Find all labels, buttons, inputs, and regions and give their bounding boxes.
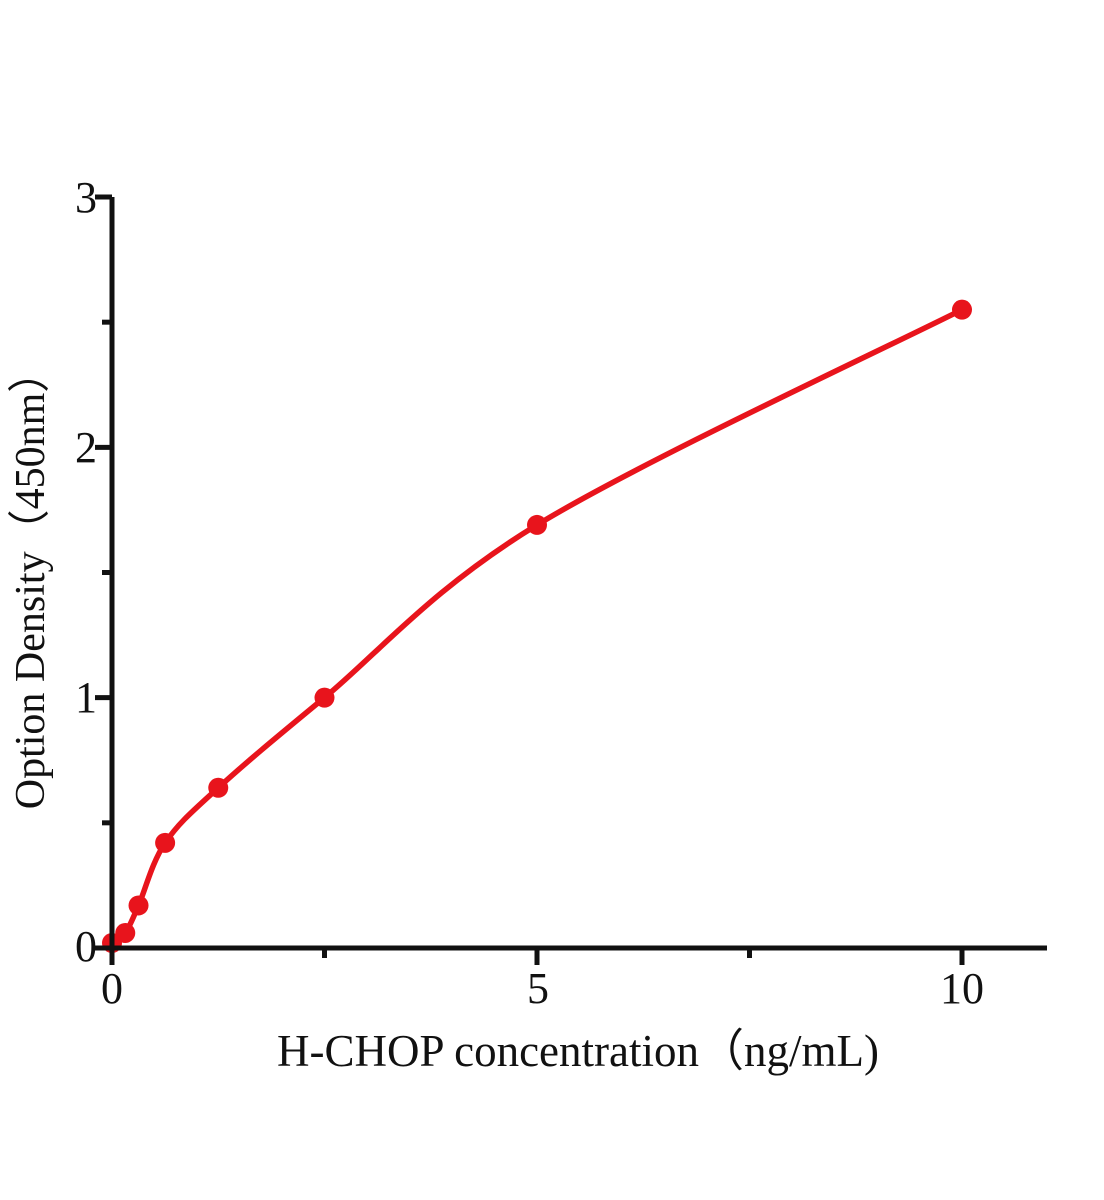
y-axis-title: Option Density（450nm） (8, 351, 54, 810)
x-tick-label-5: 5 (527, 964, 549, 1013)
data-points (102, 299, 972, 953)
x-tick-label-0: 0 (101, 964, 123, 1013)
x-axis-title: H-CHOP concentration（ng/mL) (277, 1026, 879, 1076)
axes (95, 194, 1047, 965)
y-tick-label-1: 1 (75, 673, 97, 722)
fit-curve (109, 306, 965, 946)
y-tick-label-2: 2 (75, 423, 97, 472)
x-tick-label-10: 10 (940, 964, 984, 1013)
y-tick-label-3: 3 (75, 173, 97, 222)
y-tick-label-0: 0 (75, 922, 97, 971)
